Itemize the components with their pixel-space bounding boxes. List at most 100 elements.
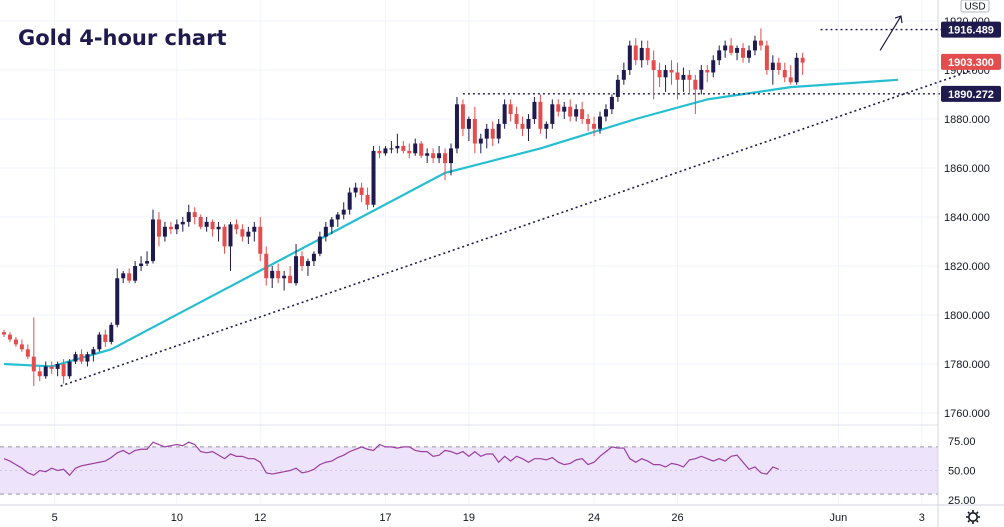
candle	[413, 138, 418, 156]
candle	[377, 145, 382, 159]
candle-body	[603, 109, 608, 117]
price-label-text: 1890.272	[948, 89, 994, 101]
candle	[91, 346, 96, 362]
candle-body	[598, 116, 602, 129]
candle-body	[651, 60, 656, 70]
candle	[598, 111, 602, 134]
candle-body	[294, 256, 299, 284]
candle	[73, 351, 78, 364]
candle-body	[198, 217, 203, 227]
candle-body	[466, 119, 471, 129]
candle	[770, 55, 775, 85]
candle	[210, 219, 215, 237]
candle-body	[395, 145, 400, 149]
candle	[240, 224, 245, 242]
candle	[121, 270, 126, 284]
moving-average-layer	[3, 78, 899, 368]
candle	[395, 133, 400, 154]
price-tick-label: 1860.000	[944, 163, 990, 175]
candle	[228, 221, 233, 271]
candle-body	[788, 77, 793, 83]
candle-body	[389, 148, 394, 150]
candle	[657, 62, 662, 88]
candle	[216, 221, 221, 242]
candle-body	[609, 96, 614, 110]
candle-body	[311, 253, 316, 262]
candle	[180, 217, 185, 232]
candle	[234, 219, 239, 235]
candle	[109, 322, 114, 345]
candle	[305, 258, 310, 276]
rsi-panel	[0, 441, 938, 495]
price-label-bg	[941, 85, 1001, 102]
time-axis[interactable]: 5 10 12 17 19 24 26 Jun 3	[52, 512, 925, 524]
candle-body	[758, 40, 763, 46]
candle-body	[222, 226, 227, 247]
candle	[681, 67, 686, 93]
candle	[192, 207, 197, 225]
candle-body	[252, 226, 257, 232]
candle-body	[19, 344, 24, 350]
candle	[139, 256, 144, 271]
candle-body	[538, 101, 543, 129]
candle-body	[568, 106, 573, 117]
candle	[288, 266, 293, 284]
candle-body	[711, 60, 716, 73]
candle	[699, 65, 704, 95]
rsi-line	[3, 441, 780, 477]
candle	[13, 337, 18, 347]
candle-body	[794, 57, 799, 83]
candle	[752, 35, 757, 56]
candle	[276, 263, 281, 284]
candle-body	[401, 145, 406, 151]
candle	[198, 214, 203, 230]
candle-body	[514, 114, 519, 124]
candle	[520, 116, 525, 137]
candle	[466, 116, 471, 142]
rsi-axis[interactable]: 75.00 50.00 25.00	[948, 436, 976, 507]
price-axis[interactable]: 1760.000 1780.000 1800.000 1820.000 1840.000…	[944, 16, 990, 420]
candle-body	[407, 150, 412, 154]
candle-body	[323, 226, 328, 237]
candle	[67, 359, 72, 379]
candle	[472, 106, 477, 154]
candle	[460, 99, 465, 137]
candle-body	[639, 47, 644, 61]
candle	[264, 246, 269, 286]
candle-body	[586, 119, 591, 124]
candle	[741, 43, 746, 63]
rsi-tick-label: 75.00	[948, 436, 976, 448]
candle	[174, 219, 179, 235]
candle-body	[365, 194, 370, 205]
candle	[186, 204, 191, 227]
moving-average-line	[3, 78, 899, 368]
candle	[156, 212, 161, 247]
settings-gear-icon[interactable]	[966, 510, 980, 524]
candle	[568, 99, 573, 122]
candle	[335, 212, 340, 227]
candle-body	[717, 50, 722, 61]
candle-body	[353, 187, 358, 193]
candle-body	[55, 364, 60, 369]
candle-body	[431, 153, 436, 159]
price-label-bg	[941, 21, 1001, 38]
candle	[639, 40, 644, 68]
price-tick-label: 1840.000	[944, 212, 990, 224]
time-tick-label: 3	[919, 512, 925, 524]
candle	[717, 45, 722, 66]
candle	[294, 243, 299, 286]
candle	[562, 101, 567, 119]
candle	[317, 231, 322, 257]
candle	[383, 145, 388, 156]
candle-body	[240, 229, 245, 237]
candle-body	[580, 109, 585, 119]
time-tick-label: 12	[254, 512, 266, 524]
candle-body	[490, 128, 495, 139]
candle	[341, 202, 346, 220]
candle	[538, 94, 543, 134]
candle	[675, 62, 680, 100]
candle-body	[156, 219, 161, 237]
candle-body	[2, 332, 6, 335]
